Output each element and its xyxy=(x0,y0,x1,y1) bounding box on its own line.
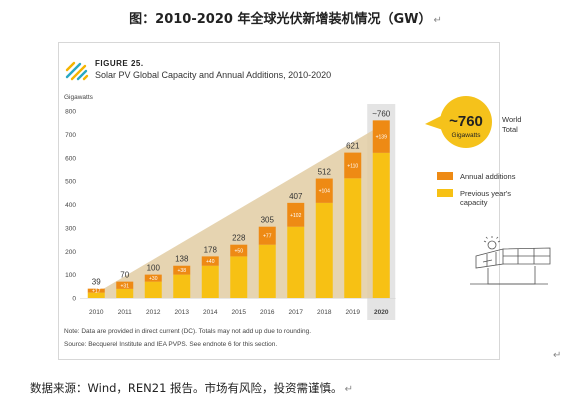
figure-label: FIGURE 25. xyxy=(95,59,144,68)
paragraph-mark-icon: ↵ xyxy=(553,350,562,361)
figure-card xyxy=(58,42,500,360)
figure-source: Source: Becquerel Institute and IEA PVPS… xyxy=(64,341,278,348)
footer-source-text: 数据来源：Wind，REN21 报告。市场有风险，投资需谨慎。 xyxy=(30,381,343,395)
paragraph-mark-icon: ↵ xyxy=(344,384,353,395)
document-title-text: 图：2010-2020 年全球光伏新增装机情况（GW） xyxy=(129,12,432,27)
figure-note: Note: Data are provided in direct curren… xyxy=(64,328,312,335)
callout-label-world: World xyxy=(502,115,521,124)
footer-source: 数据来源：Wind，REN21 报告。市场有风险，投资需谨慎。 ↵ xyxy=(30,380,353,396)
report-logo-icon xyxy=(65,61,89,81)
paragraph-mark-icon: ↵ xyxy=(433,15,442,26)
callout-label-total: Total xyxy=(502,125,518,134)
document-title: 图：2010-2020 年全球光伏新增装机情况（GW） ↵ xyxy=(0,8,571,27)
figure-title: Solar PV Global Capacity and Annual Addi… xyxy=(95,70,332,80)
